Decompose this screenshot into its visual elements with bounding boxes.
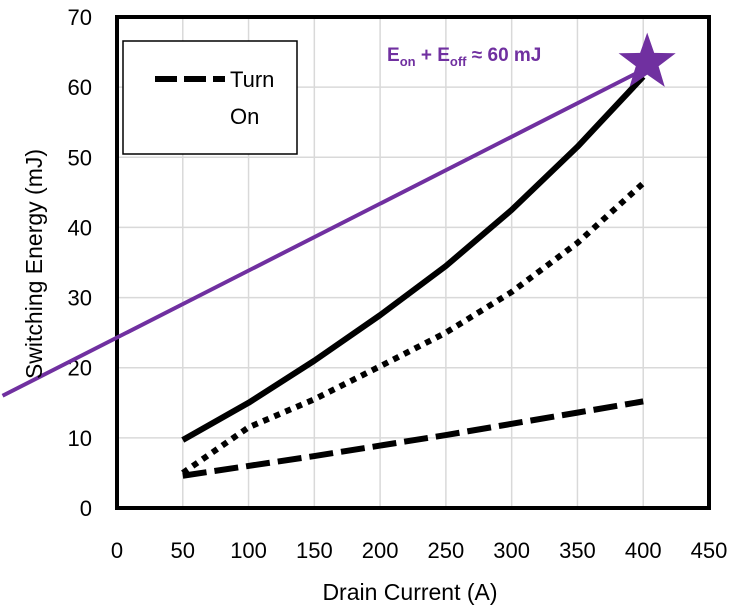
legend-label-line1: Turn	[230, 67, 274, 92]
x-tick-label: 200	[362, 538, 399, 563]
plot-frame	[115, 15, 711, 510]
x-tick-label: 150	[296, 538, 333, 563]
legend-box	[122, 40, 298, 155]
x-tick-label: 50	[171, 538, 195, 563]
y-tick-label: 70	[68, 5, 92, 30]
x-tick-label: 250	[428, 538, 465, 563]
x-axis-title: Drain Current (A)	[322, 579, 497, 605]
y-tick-label: 30	[68, 286, 92, 311]
energy-trend-line	[1, 71, 638, 398]
series-line-turn_on	[182, 398, 644, 479]
annotation-sub-on: on	[400, 54, 416, 69]
x-tick-labels: 0 50 100 150 200 250 300 350 400 450	[111, 538, 727, 563]
star-marker	[618, 32, 676, 87]
annotation-sub-off: off	[450, 54, 467, 69]
annotation-e-on: E	[387, 45, 400, 66]
data-series	[181, 74, 646, 479]
x-tick-label: 350	[559, 538, 596, 563]
annotation-value: ≈ 60 mJ	[467, 45, 542, 66]
x-tick-label: 300	[493, 538, 530, 563]
series-line-total	[181, 74, 646, 443]
y-tick-label: 0	[80, 496, 92, 521]
y-tick-label: 50	[68, 145, 92, 170]
x-tick-label: 450	[691, 538, 728, 563]
series-line-dotted	[181, 181, 646, 476]
x-tick-label: 100	[230, 538, 267, 563]
legend: Turn On	[122, 40, 298, 155]
y-tick-label: 40	[68, 215, 92, 240]
y-tick-label: 60	[68, 75, 92, 100]
annotation-plus-e: + E	[416, 45, 450, 66]
y-tick-label: 10	[68, 426, 92, 451]
x-tick-label: 400	[625, 538, 662, 563]
annotation: Eon + Eoff ≈ 60 mJ	[1, 32, 676, 398]
y-axis-title: Switching Energy (mJ)	[21, 149, 47, 379]
legend-label-line2: On	[230, 104, 259, 129]
x-tick-label: 0	[111, 538, 123, 563]
energy-annotation-text: Eon + Eoff ≈ 60 mJ	[387, 45, 541, 69]
